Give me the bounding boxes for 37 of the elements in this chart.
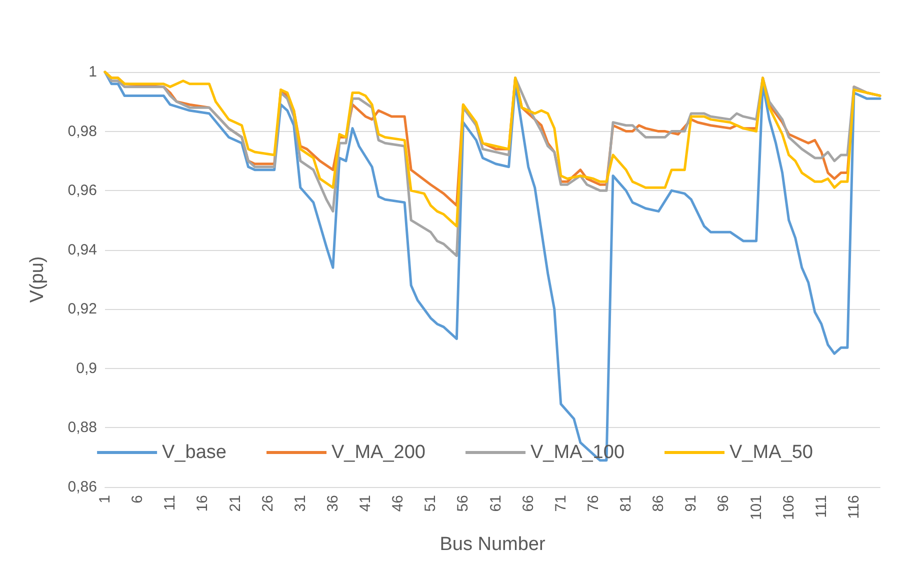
x-tick-label: 81 [618,495,635,512]
y-tick-label: 0,96 [68,182,97,200]
y-tick-label: 0,98 [68,122,97,140]
x-tick-label: 61 [487,495,504,512]
x-tick-label: 46 [390,495,407,512]
x-tick-label: 96 [715,495,732,512]
x-tick-label: 56 [454,495,472,512]
legend-label: V_MA_200 [331,442,426,463]
x-tick-label: 36 [324,495,342,512]
y-tick-label: 0,9 [76,360,97,377]
x-tick-label: 111 [812,495,830,518]
x-tick-label: 21 [226,495,244,512]
legend-label: V_base [162,442,227,463]
x-tick-label: 116 [845,495,862,519]
x-tick-label: 6 [129,495,146,504]
x-tick-label: 86 [650,495,668,512]
y-tick-label: 0,92 [68,300,97,318]
x-tick-label: 91 [682,495,700,512]
x-tick-label: 11 [162,495,179,511]
x-tick-label: 76 [584,495,602,512]
x-tick-label: 31 [292,495,309,512]
x-axis-title: Bus Number [440,534,546,555]
x-tick-label: 101 [748,495,765,520]
x-tick-label: 41 [357,495,374,512]
legend-label: V_MA_50 [730,442,813,463]
x-tick-label: 71 [552,495,570,512]
x-tick-label: 66 [520,495,537,512]
x-tick-label: 51 [422,495,440,512]
y-tick-label: 0,94 [68,241,97,258]
x-tick-label: 16 [194,495,212,512]
y-tick-label: 0,88 [68,419,97,436]
y-tick-label: 0,86 [68,478,97,496]
x-tick-label: 26 [259,495,276,512]
y-tick-label: 1 [88,64,97,80]
x-tick-label: 106 [780,495,798,520]
x-tick-label: 1 [96,495,114,504]
y-axis-title: V(pu) [27,256,48,303]
